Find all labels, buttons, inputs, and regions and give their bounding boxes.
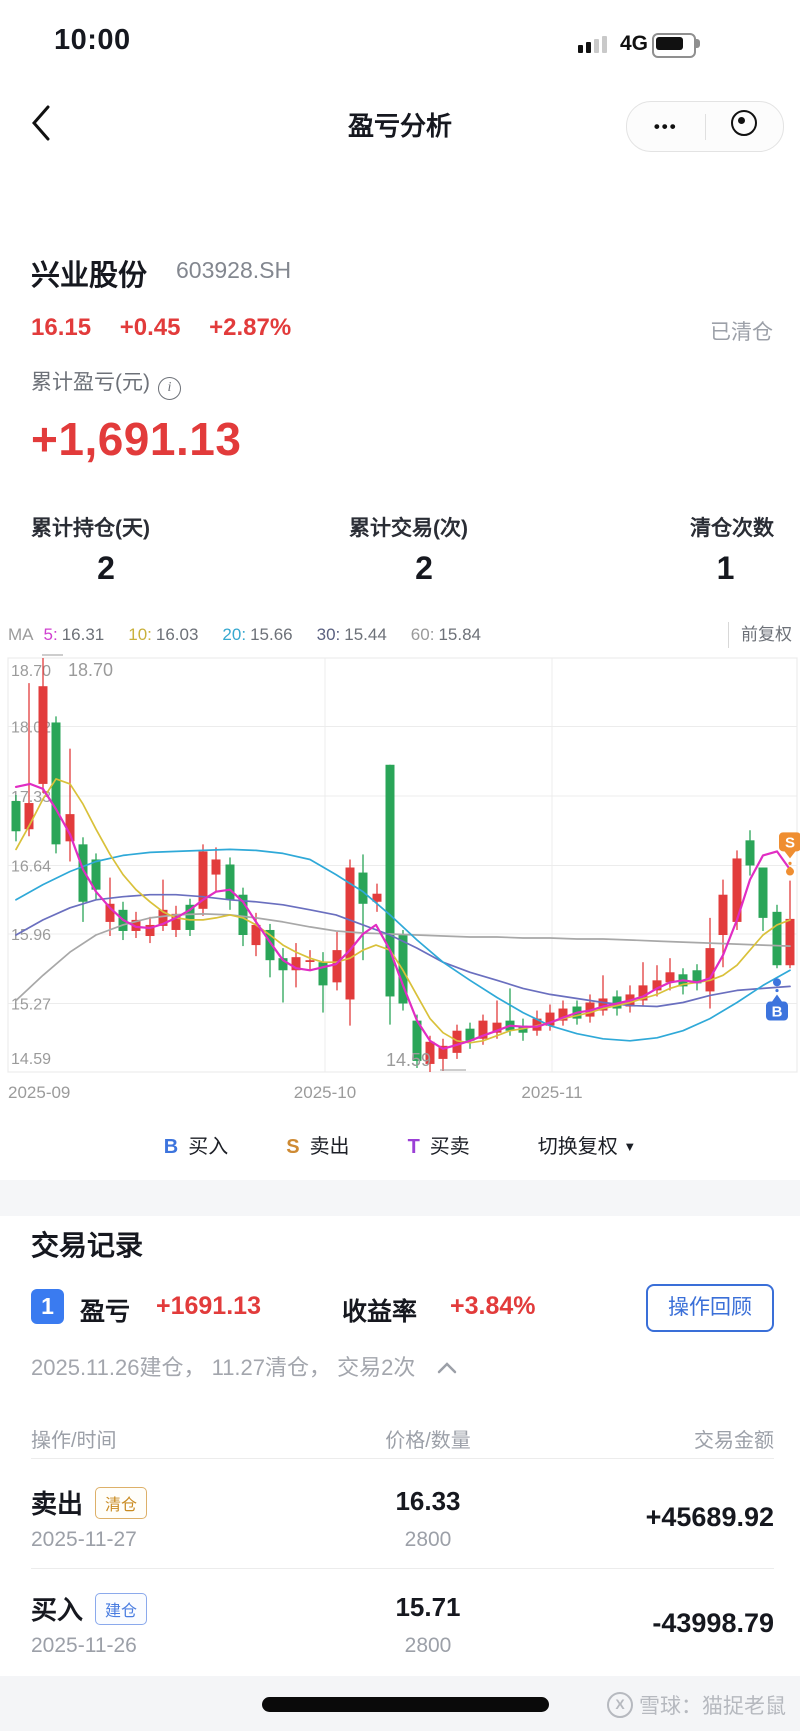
operation-review-button[interactable]: 操作回顾: [646, 1284, 774, 1332]
row-price: 16.33: [395, 1486, 461, 1516]
stock-price: 16.15: [31, 314, 92, 341]
clear-position-tag: 清仓: [95, 1487, 148, 1519]
chevron-up-icon[interactable]: [437, 1360, 457, 1379]
price-chart[interactable]: 18.7018.0217.3316.6415.9615.2714.592025-…: [0, 648, 800, 1112]
close-target-icon[interactable]: [706, 102, 784, 151]
network-type-label: 4G: [620, 32, 649, 55]
row-price: 15.71: [395, 1592, 461, 1622]
ma-period: 10:: [128, 625, 152, 644]
svg-text:14.59: 14.59: [386, 1050, 431, 1070]
trade-count-label: 累计交易(次): [349, 517, 468, 540]
svg-text:15.96: 15.96: [11, 927, 51, 944]
row-qty: 2800: [404, 1634, 452, 1657]
row-amount: -43998.79: [652, 1608, 774, 1638]
cumulative-pnl-label: 累计盈亏(元) i: [31, 366, 181, 400]
legend-trade: T 买卖: [407, 1135, 470, 1158]
legend-sell: S 卖出: [286, 1135, 350, 1158]
home-indicator[interactable]: [262, 1697, 549, 1712]
return-word: 收益率: [342, 1298, 418, 1326]
ma-value: 16.03: [155, 625, 199, 644]
ma-period: 5:: [43, 625, 58, 644]
svg-text:16.64: 16.64: [11, 859, 51, 876]
clear-count-value: 1: [716, 550, 735, 586]
row-action: 买入 建仓: [31, 1590, 148, 1628]
svg-text:S: S: [785, 834, 795, 851]
table-divider: [31, 1568, 774, 1569]
back-button[interactable]: [26, 103, 56, 143]
ma-values: 5: 16.31 10: 16.03 20: 15.66 30: 15.44 60: 15.84: [34, 625, 495, 645]
price-row: 16.15 +0.45 +2.87%: [31, 314, 313, 342]
ma-period: 20:: [222, 625, 247, 644]
pnl-number: +1691.13: [156, 1292, 261, 1320]
ma-value: 15.44: [344, 625, 387, 644]
trade-index-badge: 1: [31, 1289, 64, 1324]
ma-period: 60:: [410, 625, 435, 644]
cumulative-pnl-value: +1,691.13: [31, 413, 242, 465]
page-title: 盈亏分析: [347, 111, 452, 141]
watermark-text: 雪球：猫捉老鼠: [639, 1695, 786, 1718]
status-time: 10:00: [54, 24, 131, 56]
table-divider: [31, 1458, 774, 1459]
capsule-divider: [704, 113, 706, 140]
position-status-badge: 已清仓: [710, 321, 773, 344]
trade-count-value: 2: [415, 550, 433, 586]
stock-change: +0.45: [119, 314, 181, 341]
row-action: 卖出 清仓: [31, 1484, 148, 1522]
col-header-price-qty: 价格/数量: [385, 1430, 471, 1452]
info-icon[interactable]: i: [158, 377, 181, 400]
battery-nub: [696, 39, 700, 48]
xueqiu-logo-icon: X: [607, 1692, 633, 1718]
row-date: 2025-11-26: [31, 1634, 137, 1657]
trade-summary-line[interactable]: 2025.11.26建仓， 11.27清仓， 交易2次: [31, 1350, 457, 1382]
battery-icon: [652, 33, 696, 58]
legend-buy: B 买入: [163, 1135, 229, 1158]
ma-value: 16.31: [61, 625, 105, 644]
col-header-amount: 交易金额: [694, 1430, 774, 1452]
chart-legend: B 买入 S 卖出 T 买卖 切换复权 ▼: [0, 1122, 800, 1166]
pnl-word: 盈亏: [80, 1298, 131, 1326]
svg-text:14.59: 14.59: [11, 1051, 51, 1068]
ma-value: 15.66: [250, 625, 293, 644]
stock-code: 603928.SH: [176, 257, 292, 283]
ma-readout-row: MA 5: 16.31 10: 16.03 20: 15.66 30: 15.44 60: 15.…: [8, 622, 792, 648]
holding-days-label: 累计持仓(天): [31, 517, 150, 540]
svg-text:18.70: 18.70: [11, 663, 51, 680]
svg-text:B: B: [772, 1004, 783, 1021]
miniprogram-capsule: •••: [626, 101, 784, 152]
open-position-tag: 建仓: [95, 1593, 148, 1625]
section-separator: [0, 1180, 800, 1216]
clear-count-label: 清仓次数: [690, 517, 774, 540]
stock-name: 兴业股份: [31, 260, 148, 292]
svg-text:15.27: 15.27: [11, 997, 51, 1014]
adjust-mode-label[interactable]: 前复权: [728, 622, 792, 648]
svg-text:2025-09: 2025-09: [8, 1083, 70, 1102]
row-date: 2025-11-27: [31, 1528, 137, 1551]
ma-prefix: MA: [8, 625, 34, 644]
ma-value: 15.84: [438, 625, 481, 644]
svg-text:2025-11: 2025-11: [521, 1083, 582, 1102]
svg-text:2025-10: 2025-10: [294, 1083, 356, 1102]
sell-marker-symbol: S: [286, 1135, 300, 1158]
stock-change-pct: +2.87%: [209, 314, 292, 341]
col-header-action-time: 操作/时间: [31, 1430, 117, 1452]
buy-marker-symbol: B: [163, 1135, 179, 1158]
return-number: +3.84%: [450, 1292, 536, 1320]
row-qty: 2800: [404, 1528, 452, 1551]
row-amount: +45689.92: [645, 1502, 774, 1532]
holding-days-value: 2: [97, 550, 115, 586]
toggle-adjust-button[interactable]: 切换复权 ▼: [537, 1135, 637, 1158]
more-options-icon[interactable]: •••: [653, 117, 678, 136]
trade-records-title: 交易记录: [31, 1230, 144, 1261]
signal-strength-icon: [578, 34, 612, 53]
chevron-down-icon: ▼: [623, 1138, 637, 1154]
trade-marker-symbol: T: [407, 1135, 420, 1158]
ma-period: 30:: [316, 625, 341, 644]
svg-text:18.70: 18.70: [68, 660, 113, 680]
watermark: X 雪球：猫捉老鼠: [607, 1690, 786, 1720]
